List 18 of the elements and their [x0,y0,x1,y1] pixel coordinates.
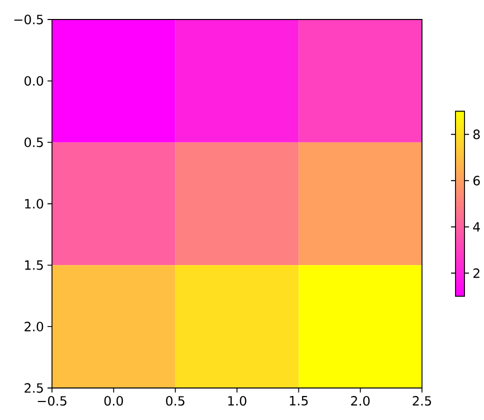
y-tick-label: 1.0 [25,198,44,209]
color-bar-label: 6 [473,176,480,186]
x-tick-label: 1.0 [228,396,246,406]
y-tick-label: 2.5 [24,383,43,393]
x-tick-label: 0.5 [166,396,184,406]
y-tick-label: 1.5 [25,260,43,270]
color-bar-label: 8 [473,130,480,140]
x-tick-label: 2.5 [412,396,432,406]
x-tick-label: −0.5 [38,396,66,406]
color-bar-label: 4 [473,222,480,232]
y-tick-label: 0.0 [24,76,44,86]
x-tick-label: 0.0 [104,396,123,406]
y-tick-label: −0.5 [14,14,43,24]
color-bar-label: 2 [473,268,480,278]
x-tick-label: 1.5 [290,396,308,406]
y-tick-label: 2.0 [24,322,44,332]
y-tick-label: 0.5 [24,138,43,148]
x-tick-label: 2.0 [351,396,370,406]
